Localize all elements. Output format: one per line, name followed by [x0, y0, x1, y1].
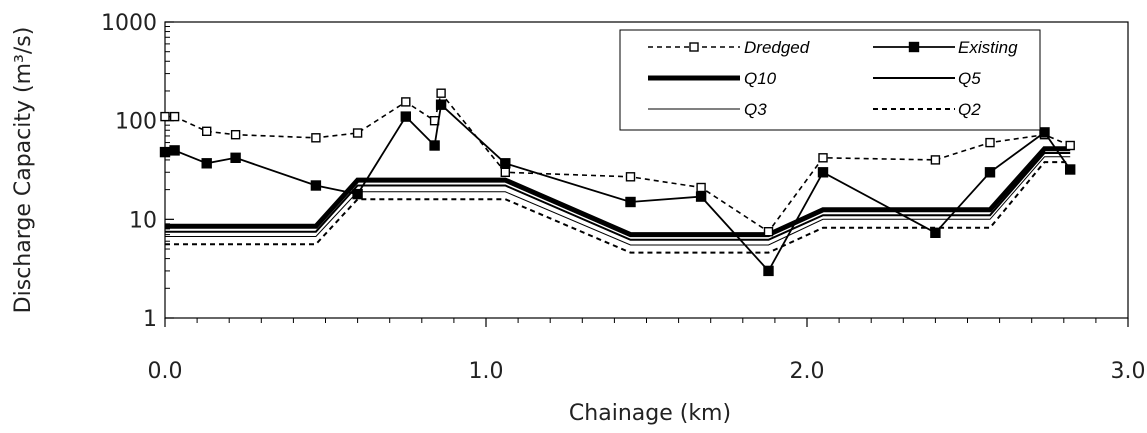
y-tick-label: 1	[143, 307, 157, 332]
data-point-existing	[763, 265, 774, 277]
data-point-existing	[201, 158, 212, 169]
series-existing	[159, 99, 1076, 277]
data-point-existing	[230, 152, 241, 164]
legend-label-existing: Existing	[958, 38, 1018, 57]
series-q10	[165, 146, 1071, 238]
series-line-dredged	[165, 91, 1071, 233]
legend-marker-existing	[908, 41, 920, 53]
data-point-existing	[817, 167, 829, 178]
data-point-existing	[625, 196, 636, 208]
x-axis-title: Chainage (km)	[569, 401, 731, 426]
data-point-existing	[169, 145, 180, 156]
data-point-existing	[352, 188, 363, 200]
data-point-dredged	[230, 129, 241, 140]
series-q3	[165, 156, 1071, 246]
data-point-dredged	[352, 128, 363, 138]
series-line-q10	[165, 146, 1071, 238]
y-tick-label: 100	[115, 110, 157, 135]
legend-marker-dredged	[689, 42, 699, 52]
data-point-existing	[310, 180, 322, 191]
y-tick-label: 10	[129, 208, 157, 233]
data-point-dredged	[160, 111, 170, 122]
data-point-existing	[159, 146, 171, 158]
data-point-dredged	[930, 155, 941, 165]
data-point-dredged	[500, 167, 510, 178]
x-tick-label: 2.0	[790, 359, 825, 384]
legend-label-q3: Q3	[744, 100, 767, 119]
data-point-dredged	[763, 226, 774, 237]
series-line-q5	[165, 152, 1071, 241]
legend-label-dredged: Dredged	[744, 38, 810, 57]
data-point-dredged	[401, 97, 411, 107]
data-point-existing	[930, 227, 941, 239]
data-point-dredged	[818, 153, 828, 163]
x-tick-label: 0.0	[148, 359, 183, 384]
data-point-dredged	[201, 126, 212, 137]
series-q2	[165, 161, 1071, 254]
data-point-dredged	[985, 137, 995, 148]
data-point-existing	[429, 140, 440, 151]
data-point-existing	[1064, 164, 1076, 175]
legend: Dredged Existing Q10 Q5 Q3 Q2	[619, 29, 1041, 131]
data-point-dredged	[625, 172, 636, 182]
data-point-dredged	[1065, 140, 1075, 151]
series-line-q2	[165, 161, 1071, 254]
data-point-dredged	[169, 111, 180, 122]
data-point-dredged	[436, 88, 446, 98]
legend-label-q10: Q10	[744, 69, 777, 88]
series-line-q3	[165, 156, 1071, 246]
series-dredged	[160, 88, 1075, 237]
data-point-dredged	[311, 133, 321, 143]
data-point-existing	[500, 158, 511, 169]
data-point-existing	[1039, 127, 1050, 138]
data-point-existing	[695, 191, 707, 202]
legend-label-q5: Q5	[958, 69, 981, 88]
series-q5	[165, 152, 1071, 241]
legend-label-q2: Q2	[958, 100, 981, 119]
axis-ticks: 1 10 100 1000 0.0 1.0 2.0 3.0	[101, 11, 1146, 384]
data-point-existing	[984, 167, 996, 178]
data-point-existing	[435, 99, 447, 110]
x-tick-label: 3.0	[1111, 359, 1146, 384]
y-tick-label: 1000	[101, 11, 157, 36]
data-point-dredged	[696, 182, 706, 193]
series-layer	[159, 88, 1076, 277]
data-point-existing	[400, 111, 411, 122]
x-tick-label: 1.0	[469, 359, 504, 384]
y-axis-title: Discharge Capacity (m³/s)	[11, 27, 36, 314]
